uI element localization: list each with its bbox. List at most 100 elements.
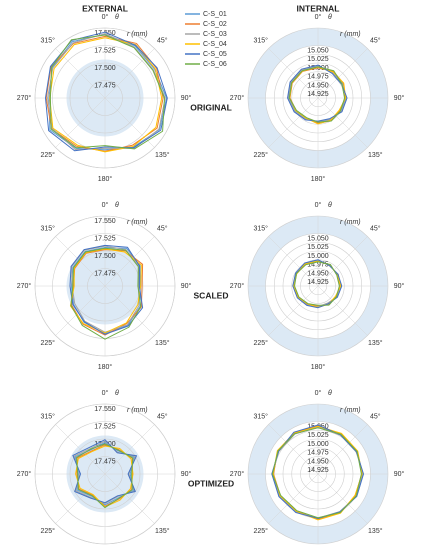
- angle-tick-label: 90°: [394, 470, 405, 478]
- grid-ring: [52, 45, 158, 151]
- y-axis-label: r (mm): [127, 219, 148, 226]
- grid-ring: [265, 421, 371, 527]
- series-line: [288, 66, 346, 123]
- grid-ring: [87, 456, 123, 492]
- polar-chart: 0°45°90°135°180°225°270°315°17.47517.500…: [17, 13, 192, 183]
- radial-tick-label: 14.950: [307, 82, 329, 89]
- angle-tick-label: 0°: [315, 13, 322, 21]
- row-title: SCALED: [194, 290, 229, 300]
- polar-chart: 0°45°90°135°180°225°270°315°14.92514.950…: [230, 389, 405, 545]
- radial-tick-label: 17.525: [94, 47, 116, 54]
- column-title: INTERNAL: [297, 3, 340, 13]
- angle-tick-label: 270°: [230, 282, 245, 290]
- series-line: [75, 445, 134, 508]
- radial-tick-label: 15.000: [307, 441, 329, 448]
- polar-chart: 0°45°90°135°180°225°270°315°17.47517.500…: [17, 389, 192, 545]
- series-line: [71, 249, 144, 336]
- grid-ring: [87, 80, 123, 116]
- series-line: [70, 247, 142, 340]
- angle-tick-label: 315°: [253, 413, 268, 421]
- x-axis-label: θ: [328, 202, 332, 209]
- column-title: EXTERNAL: [82, 3, 128, 13]
- angle-tick-label: 45°: [157, 225, 168, 233]
- radial-tick-label: 15.025: [307, 56, 329, 63]
- angle-tick-label: 0°: [102, 13, 109, 21]
- x-axis-label: θ: [328, 14, 332, 21]
- angle-tick-label: 225°: [253, 527, 268, 535]
- angle-tick-label: 135°: [368, 151, 383, 159]
- radial-tick-label: 17.475: [94, 270, 116, 277]
- radial-tick-label: 14.975: [307, 74, 329, 81]
- grid-ring: [300, 268, 336, 304]
- series-line: [272, 425, 363, 521]
- angle-tick-label: 90°: [181, 282, 192, 290]
- angle-tick-label: 90°: [394, 282, 405, 290]
- grid-ring: [34, 27, 176, 169]
- radial-tick-label: 14.925: [307, 91, 329, 98]
- y-axis-label: r (mm): [340, 407, 361, 414]
- series-line: [73, 440, 136, 504]
- angle-tick-label: 225°: [40, 527, 55, 535]
- x-axis-label: θ: [328, 390, 332, 397]
- angle-tick-label: 225°: [253, 151, 268, 159]
- grid-ring: [282, 250, 354, 322]
- grid-ring: [291, 447, 345, 501]
- grid-ring: [282, 62, 354, 134]
- legend-label: C-S_06: [203, 61, 227, 68]
- grid-ring: [273, 53, 363, 143]
- series-line: [49, 34, 165, 150]
- series-line: [69, 248, 142, 334]
- grid-ring: [52, 421, 158, 527]
- angle-tick-label: 45°: [370, 225, 381, 233]
- y-axis-label: r (mm): [340, 219, 361, 226]
- angle-tick-label: 315°: [40, 37, 55, 45]
- series-line: [71, 245, 140, 333]
- radial-tick-label: 15.025: [307, 432, 329, 439]
- radial-tick-label: 17.500: [94, 65, 116, 72]
- radial-tick-label: 15.050: [307, 47, 329, 54]
- angle-tick-label: 315°: [253, 37, 268, 45]
- grid-ring: [300, 456, 336, 492]
- angle-tick-label: 0°: [102, 389, 109, 397]
- series-line: [272, 427, 362, 519]
- angle-tick-label: 270°: [17, 94, 32, 102]
- angle-tick-label: 315°: [40, 225, 55, 233]
- angle-tick-label: 90°: [181, 94, 192, 102]
- angle-tick-label: 90°: [181, 470, 192, 478]
- angle-tick-label: 180°: [311, 175, 326, 183]
- legend-label: C-S_02: [203, 21, 227, 28]
- radial-tick-label: 14.950: [307, 270, 329, 277]
- polar-chart: 0°45°90°135°180°225°270°315°17.47517.500…: [17, 201, 192, 371]
- series-line: [74, 442, 135, 506]
- angle-tick-label: 135°: [155, 339, 170, 347]
- grid-ring: [265, 233, 371, 339]
- legend-label: C-S_01: [203, 11, 227, 18]
- legend-label: C-S_04: [203, 41, 227, 48]
- radial-tick-label: 17.550: [94, 218, 116, 225]
- radial-tick-label: 15.050: [307, 235, 329, 242]
- x-axis-label: θ: [115, 390, 119, 397]
- grid-ring: [34, 403, 176, 545]
- angle-tick-label: 315°: [40, 413, 55, 421]
- angle-tick-label: 45°: [157, 413, 168, 421]
- y-axis-label: r (mm): [340, 31, 361, 38]
- angle-tick-label: 315°: [253, 225, 268, 233]
- series-line: [271, 424, 364, 519]
- grid-ring: [34, 215, 176, 357]
- grid-ring: [69, 438, 141, 510]
- angle-tick-label: 225°: [40, 151, 55, 159]
- radial-tick-label: 17.500: [94, 253, 116, 260]
- grid-ring: [273, 241, 363, 331]
- radial-tick-label: 17.525: [94, 423, 116, 430]
- radial-tick-label: 14.975: [307, 450, 329, 457]
- angle-tick-label: 135°: [368, 339, 383, 347]
- series-line: [76, 443, 134, 509]
- legend-label: C-S_03: [203, 31, 227, 38]
- angle-tick-label: 180°: [311, 363, 326, 371]
- grid-ring: [69, 62, 141, 134]
- series-line: [45, 35, 164, 152]
- angle-tick-label: 180°: [98, 363, 113, 371]
- polar-chart: 0°45°90°135°180°225°270°315°14.92514.950…: [230, 13, 405, 183]
- y-axis-label: r (mm): [127, 31, 148, 38]
